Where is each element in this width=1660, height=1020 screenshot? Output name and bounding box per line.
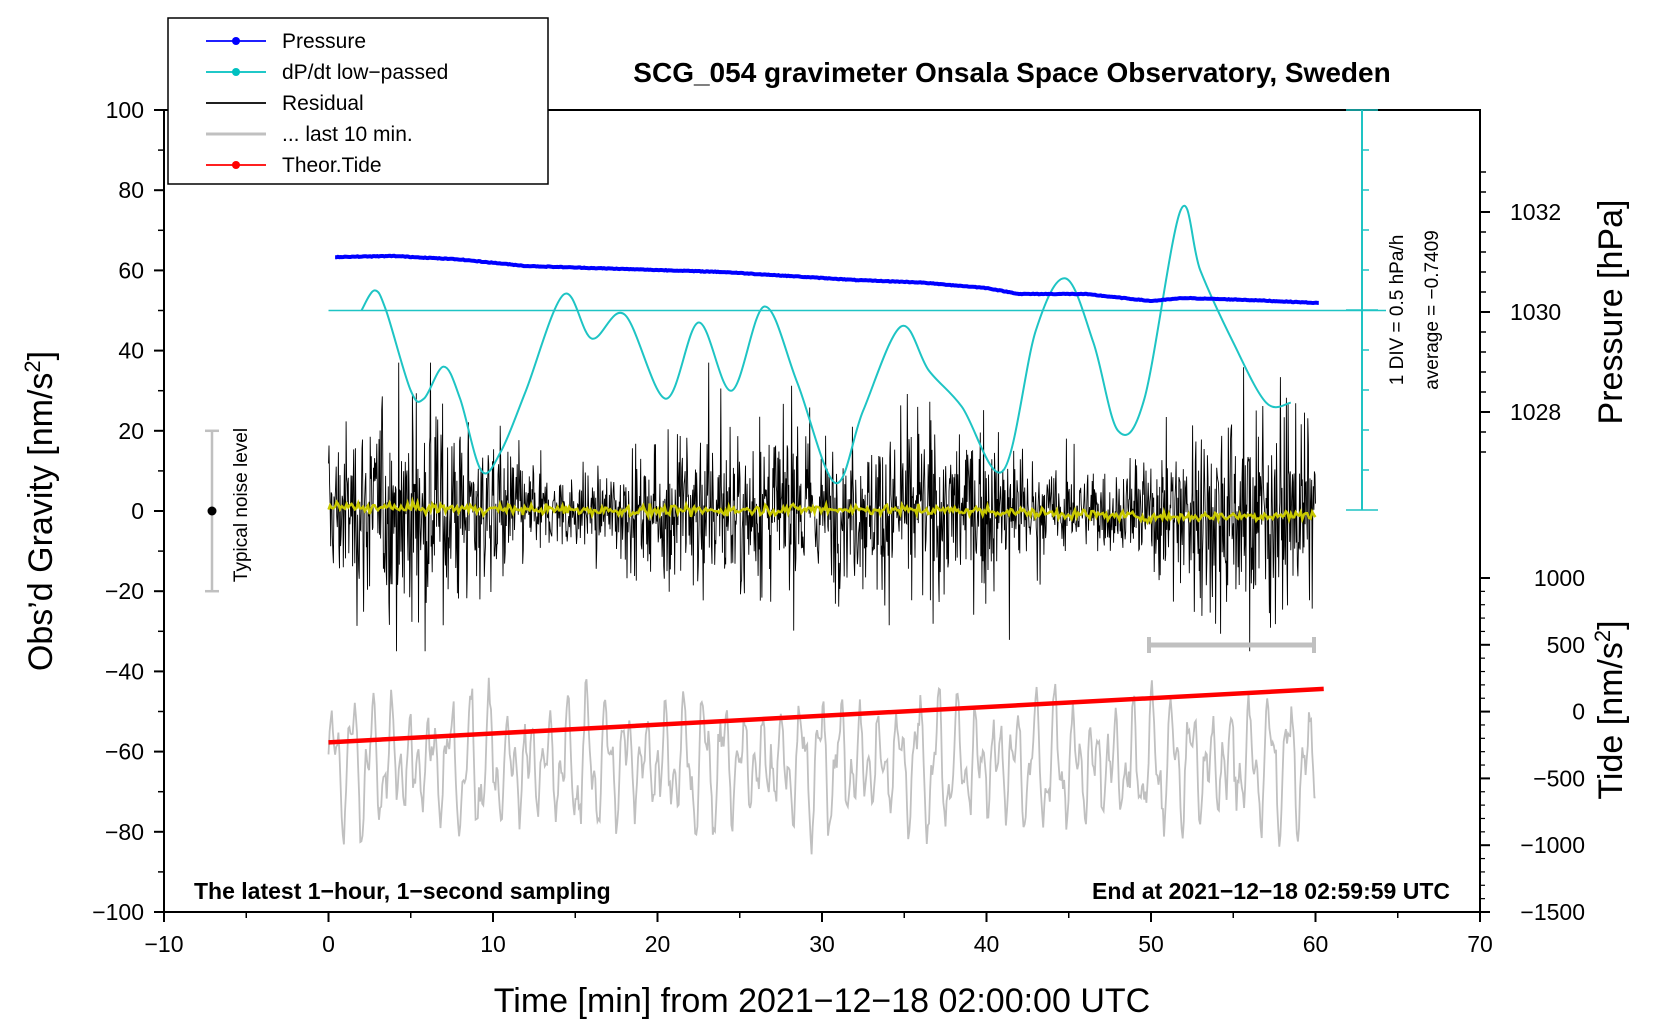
tide-series (328, 686, 1324, 745)
pressure-tick-label: 1030 (1510, 299, 1561, 325)
x-tick-label: 40 (974, 931, 1000, 957)
x-tick-label: 0 (322, 931, 335, 957)
x-tick-label: 20 (645, 931, 671, 957)
dpdt-series (328, 204, 1386, 484)
x-tick-label: 60 (1303, 931, 1329, 957)
last-10-min-line (327, 677, 1316, 855)
y-tick-label: −20 (105, 578, 144, 604)
y-tick-label: −100 (92, 899, 144, 925)
y-tick-label: 0 (131, 498, 144, 524)
y-tick-label: 80 (118, 177, 144, 203)
x-axis-label: Time [min] from 2021−12−18 02:00:00 UTC (494, 982, 1150, 1020)
tide-tick-label: −500 (1533, 765, 1585, 791)
pressure-tick-label: 1028 (1510, 399, 1561, 425)
legend-marker (232, 68, 240, 76)
axis-ticks (154, 109, 1481, 922)
y-tick-label: −40 (105, 658, 144, 684)
tide-tick-label: −1000 (1520, 832, 1585, 858)
noise-center-dot (207, 506, 217, 516)
pressure-tick-label: 1032 (1510, 199, 1561, 225)
dpdt-average-label: average = −0.7409 (1422, 230, 1443, 390)
y-axis-label-left: Obs’d Gravity [nm/s2] (20, 351, 60, 671)
residual-smoothed-series (327, 496, 1317, 526)
right-scales: 1032 1030 1028 1000 500 0 −500 −1000 −1500 (1480, 171, 1585, 925)
chart-title: SCG_054 gravimeter Onsala Space Observat… (633, 57, 1390, 88)
last-10-min-bracket (1147, 637, 1316, 653)
legend-box (167, 17, 549, 185)
y-tick-label: −60 (105, 739, 144, 765)
legend: Pressure dP/dt low−passed Residual ... last… (167, 17, 549, 185)
x-tick-label: 30 (809, 931, 835, 957)
legend-marker (232, 161, 240, 169)
residual-series (328, 362, 1316, 652)
y-tick-label: −80 (105, 819, 144, 845)
legend-marker (232, 37, 240, 45)
last-10-min-series (327, 677, 1316, 855)
tide-tick-label: 500 (1547, 632, 1585, 658)
pressure-series (335, 253, 1319, 306)
x-tick-label: −10 (144, 931, 183, 957)
sampling-note: The latest 1−hour, 1−second sampling (194, 878, 611, 904)
legend-label: Pressure (282, 30, 366, 53)
y-tick-label: 60 (118, 257, 144, 283)
residual-smoothed-line (327, 496, 1317, 526)
tick-labels: −10 0 10 20 30 40 50 60 70100806040200−20−40−60−… (92, 97, 1493, 957)
noise-level-label: Typical noise level (231, 428, 252, 582)
legend-label: ... last 10 min. (282, 123, 413, 146)
x-tick-label: 10 (480, 931, 506, 957)
residual-line (328, 362, 1316, 652)
x-tick-label: 70 (1467, 931, 1493, 957)
y-axis-label-pressure: Pressure [hPa] (1592, 200, 1630, 425)
x-tick-label: 50 (1138, 931, 1164, 957)
tide-tick-label: 0 (1572, 699, 1585, 725)
noise-level-marker (205, 429, 219, 593)
tide-tick-label: 1000 (1534, 565, 1585, 591)
y-tick-label: 20 (118, 418, 144, 444)
dpdt-line (360, 204, 1292, 484)
end-time-note: End at 2021−12−18 02:59:59 UTC (1092, 878, 1450, 904)
tide-line (328, 686, 1324, 745)
dpdt-div-label: 1 DIV = 0.5 hPa/h (1387, 235, 1408, 386)
pressure-line (335, 253, 1319, 306)
y-axis-label-tide: Tide [nm/s2] (1590, 620, 1630, 799)
legend-label: Residual (282, 92, 364, 115)
dpdt-scale-bar (1346, 109, 1378, 511)
legend-label: dP/dt low−passed (282, 61, 448, 84)
legend-label: Theor.Tide (282, 154, 382, 177)
y-tick-label: 100 (106, 97, 144, 123)
tide-tick-label: −1500 (1520, 899, 1585, 925)
y-tick-label: 40 (118, 338, 144, 364)
